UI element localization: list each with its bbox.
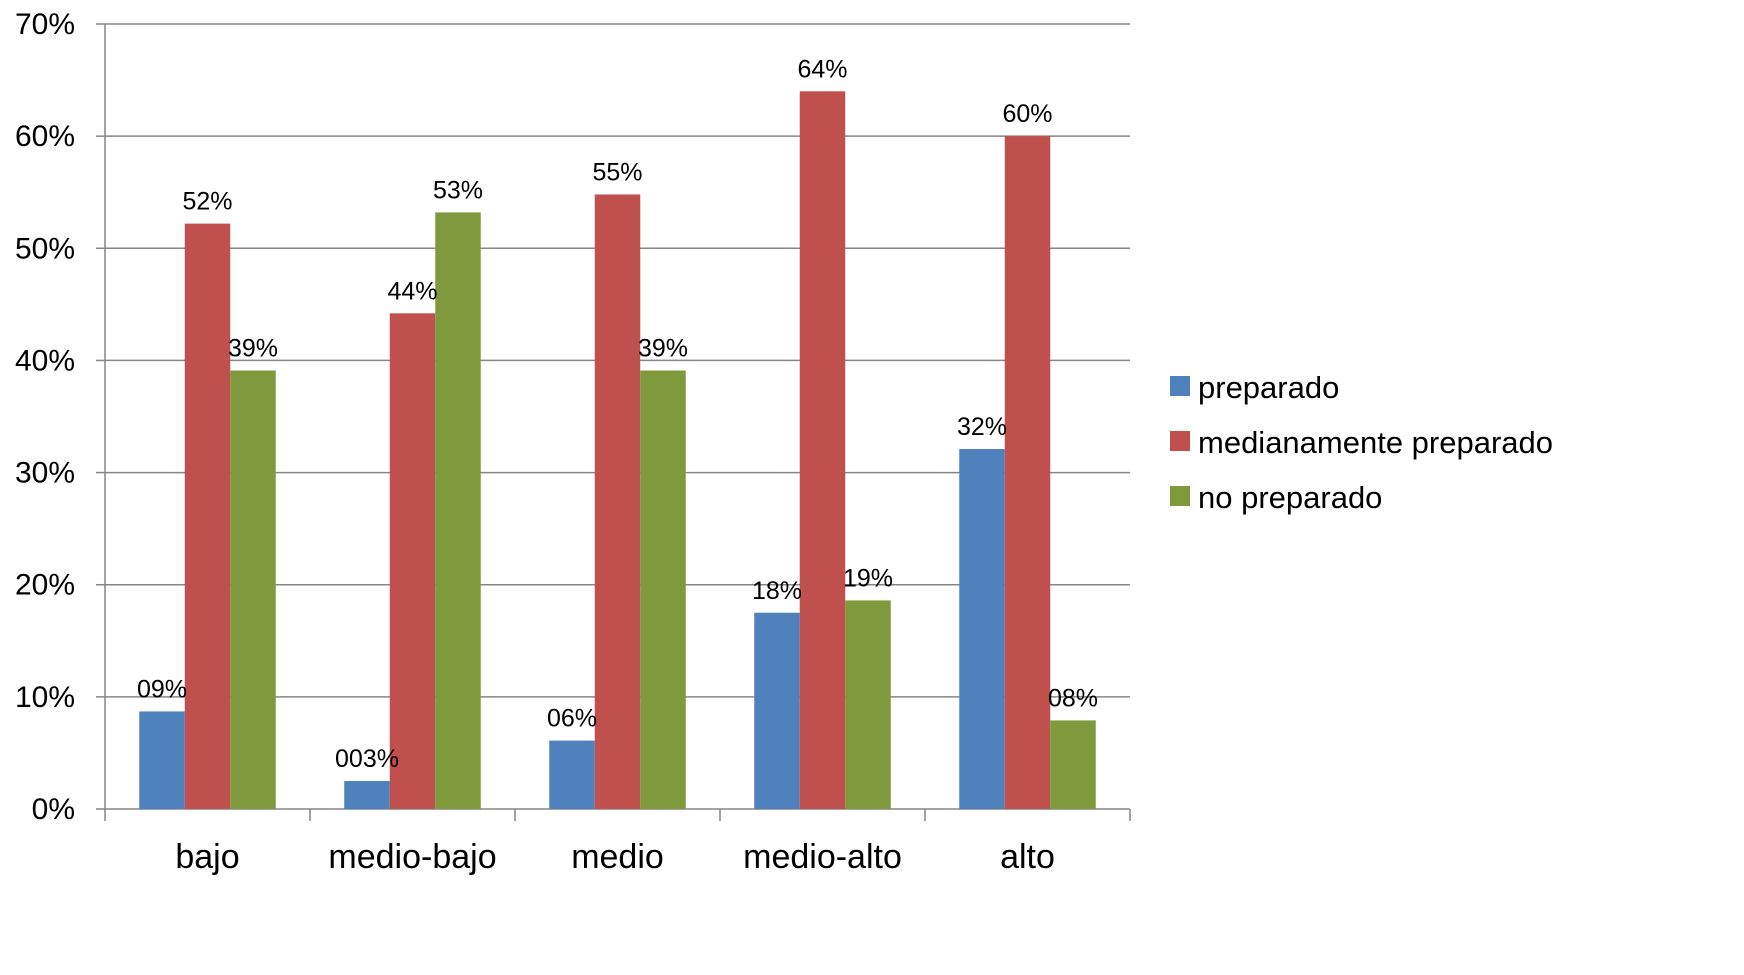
- bar: [1004, 136, 1051, 810]
- data-label: 19%: [843, 564, 893, 592]
- bar: [959, 449, 1005, 809]
- data-label: 003%: [335, 745, 399, 773]
- bar: [230, 370, 276, 809]
- bar: [435, 212, 481, 809]
- data-label: 06%: [547, 705, 597, 733]
- bar: [845, 600, 891, 809]
- y-tick-label: 40%: [15, 344, 75, 377]
- bar: [1050, 720, 1096, 809]
- data-label: 60%: [1002, 100, 1052, 128]
- bar: [640, 370, 686, 809]
- legend-label: preparado: [1198, 370, 1339, 405]
- x-category-label: medio-bajo: [328, 838, 496, 876]
- bar: [754, 612, 800, 809]
- bar: [184, 223, 231, 810]
- data-label: 32%: [957, 413, 1007, 441]
- legend-label: medianamente preparado: [1198, 425, 1553, 460]
- y-tick-label: 50%: [15, 232, 75, 265]
- data-label: 52%: [182, 188, 232, 216]
- legend-swatch: [1170, 376, 1190, 396]
- legend-swatch: [1170, 431, 1190, 451]
- y-tick-label: 20%: [15, 569, 75, 602]
- x-category-label: bajo: [175, 838, 239, 876]
- y-tick-label: 70%: [15, 8, 75, 41]
- data-label: 39%: [228, 335, 278, 363]
- bar: [594, 194, 641, 809]
- bar: [799, 91, 846, 810]
- legend: preparado medianamente preparado no prepar…: [1170, 370, 1553, 515]
- data-label: 53%: [433, 176, 483, 204]
- y-tick-label: 10%: [15, 681, 75, 714]
- x-category-label: alto: [1000, 838, 1055, 876]
- y-axis-ticks: 0% 10% 20% 30% 40% 50% 60% 70%: [15, 8, 105, 826]
- y-tick-label: 60%: [15, 120, 75, 153]
- data-label: 55%: [592, 158, 642, 186]
- bars: [139, 91, 1096, 810]
- x-category-label: medio-alto: [743, 838, 902, 876]
- y-tick-label: 0%: [32, 793, 75, 826]
- bar: [389, 313, 436, 809]
- bar: [139, 711, 185, 809]
- data-label: 09%: [137, 675, 187, 703]
- data-label: 44%: [387, 277, 437, 305]
- bar: [549, 740, 595, 809]
- bar: [344, 780, 390, 809]
- x-category-label: medio: [571, 838, 664, 876]
- legend-label: no preparado: [1198, 480, 1382, 515]
- data-label: 64%: [797, 55, 847, 83]
- data-labels: 09% 52% 39% 003% 44% 53% 06% 55% 39% 18% 64% 19% 32%…: [137, 55, 1098, 773]
- data-label: 08%: [1048, 684, 1098, 712]
- y-tick-label: 30%: [15, 457, 75, 490]
- x-axis-categories: bajo medio-bajo medio medio-alto alto: [175, 838, 1055, 876]
- data-label: 18%: [752, 577, 802, 605]
- data-label: 39%: [638, 335, 688, 363]
- legend-swatch: [1170, 486, 1190, 506]
